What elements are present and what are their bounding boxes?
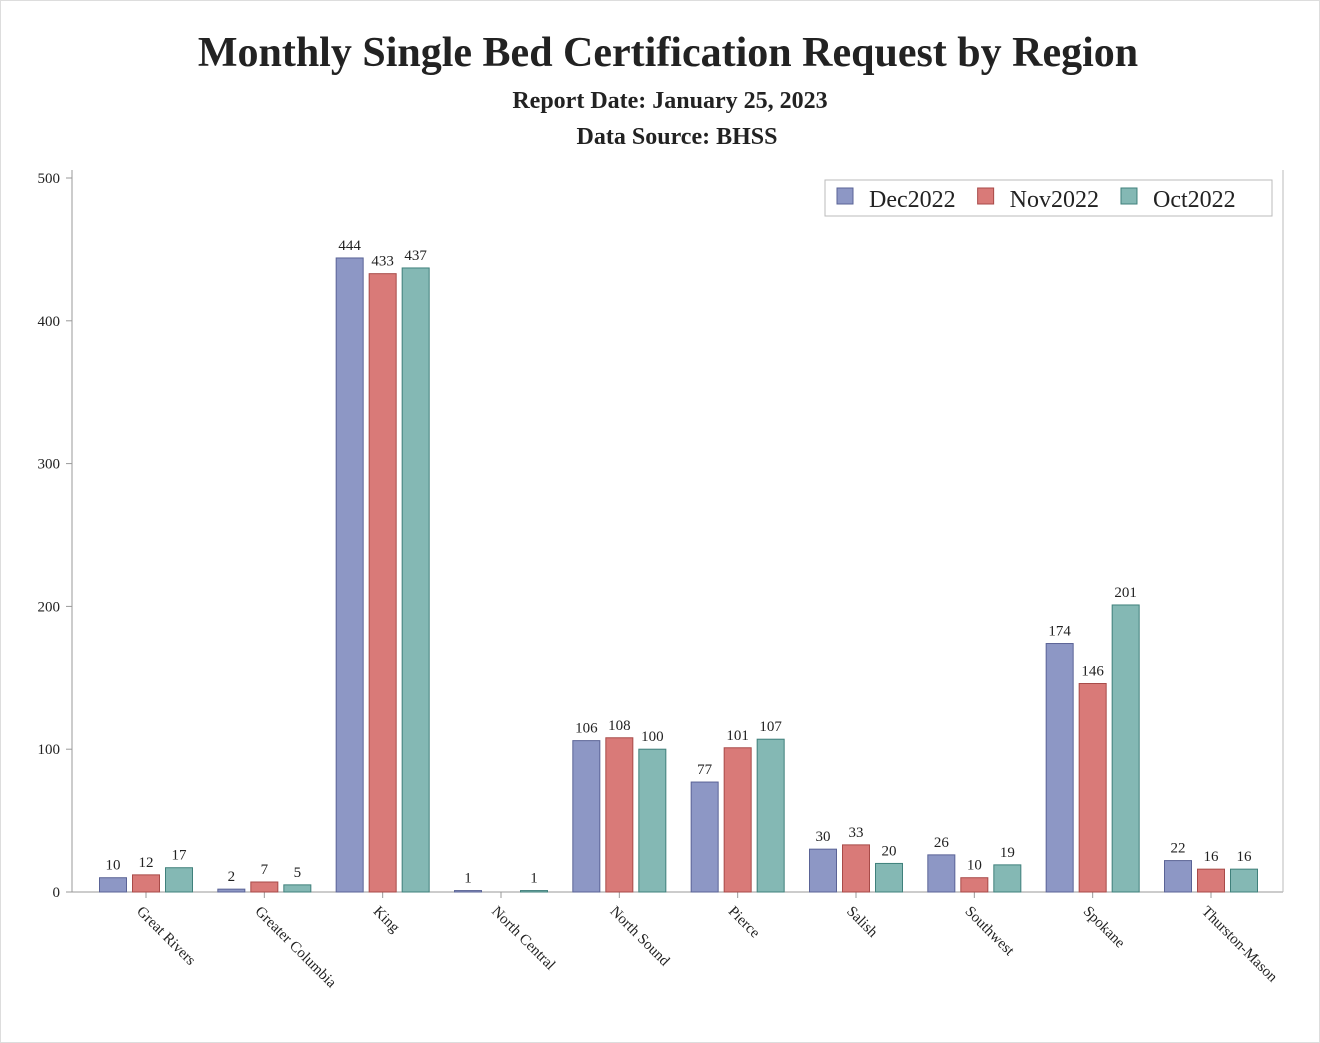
y-tick-label: 100: [38, 742, 61, 758]
bar: [250, 881, 279, 893]
data-label: 174: [1048, 624, 1071, 640]
bar: [809, 848, 837, 893]
data-label: 100: [641, 729, 664, 745]
y-tick-label: 400: [38, 314, 61, 330]
bar: [368, 273, 397, 893]
bar: [993, 864, 1022, 893]
data-label: 17: [172, 848, 188, 864]
subtitle: Data Source: BHSS: [577, 124, 778, 150]
data-label: 201: [1114, 585, 1137, 601]
data-label: 1: [530, 871, 538, 887]
data-label: 101: [726, 728, 749, 744]
bar: [960, 877, 989, 893]
data-label: 12: [139, 855, 154, 871]
data-label: 437: [404, 248, 427, 264]
data-label: 16: [1237, 849, 1253, 865]
data-label: 10: [106, 858, 121, 874]
bar: [875, 862, 903, 893]
data-label: 106: [575, 721, 598, 737]
data-label: 33: [849, 825, 864, 841]
bar: [335, 257, 364, 893]
data-label: 146: [1081, 664, 1104, 680]
bar: [132, 874, 160, 893]
bar: [454, 890, 482, 893]
data-label: 77: [697, 762, 713, 778]
data-label: 7: [261, 862, 269, 878]
bar: [401, 267, 430, 893]
data-label: 19: [1000, 845, 1015, 861]
bar: [638, 748, 667, 893]
chart-title: Monthly Single Bed Certification Request…: [198, 30, 1138, 76]
legend-label: Dec2022: [869, 187, 956, 213]
y-tick-label: 300: [38, 457, 61, 473]
bar: [1230, 868, 1258, 893]
data-label: 22: [1171, 841, 1186, 857]
bar: [283, 884, 312, 893]
data-label: 20: [882, 843, 897, 859]
bar: [756, 738, 785, 893]
data-label: 10: [967, 858, 982, 874]
y-tick-label: 0: [53, 885, 61, 901]
data-label: 2: [228, 869, 236, 885]
data-label: 5: [294, 865, 302, 881]
bar: [1045, 643, 1074, 893]
bar: [723, 747, 752, 893]
bar: [1111, 604, 1140, 893]
data-label: 433: [371, 254, 394, 270]
data-label: 108: [608, 718, 631, 734]
bar: [572, 740, 601, 893]
data-label: 16: [1204, 849, 1220, 865]
data-label: 1: [464, 871, 472, 887]
bar: [605, 737, 634, 893]
bar: [1078, 683, 1107, 893]
legend-box: [824, 179, 1273, 217]
bar: [520, 890, 548, 893]
legend-label: Oct2022: [1153, 187, 1236, 213]
bar: [1197, 868, 1225, 893]
bar: [99, 877, 127, 893]
data-label: 30: [816, 829, 831, 845]
legend-swatch: [836, 187, 854, 205]
subtitle: Report Date: January 25, 2023: [512, 88, 827, 114]
legend-label: Nov2022: [1010, 187, 1099, 213]
bar: [927, 854, 956, 893]
data-label: 26: [934, 835, 950, 851]
legend-swatch: [977, 187, 995, 205]
y-tick-label: 500: [38, 171, 61, 187]
data-label: 444: [338, 238, 361, 254]
bar: [217, 888, 246, 893]
y-tick-label: 200: [38, 599, 61, 615]
bar: [690, 781, 719, 893]
bar: [842, 844, 870, 893]
data-label: 107: [759, 719, 782, 735]
bar: [165, 867, 193, 893]
legend-swatch: [1120, 187, 1138, 205]
bar: [1164, 860, 1192, 893]
